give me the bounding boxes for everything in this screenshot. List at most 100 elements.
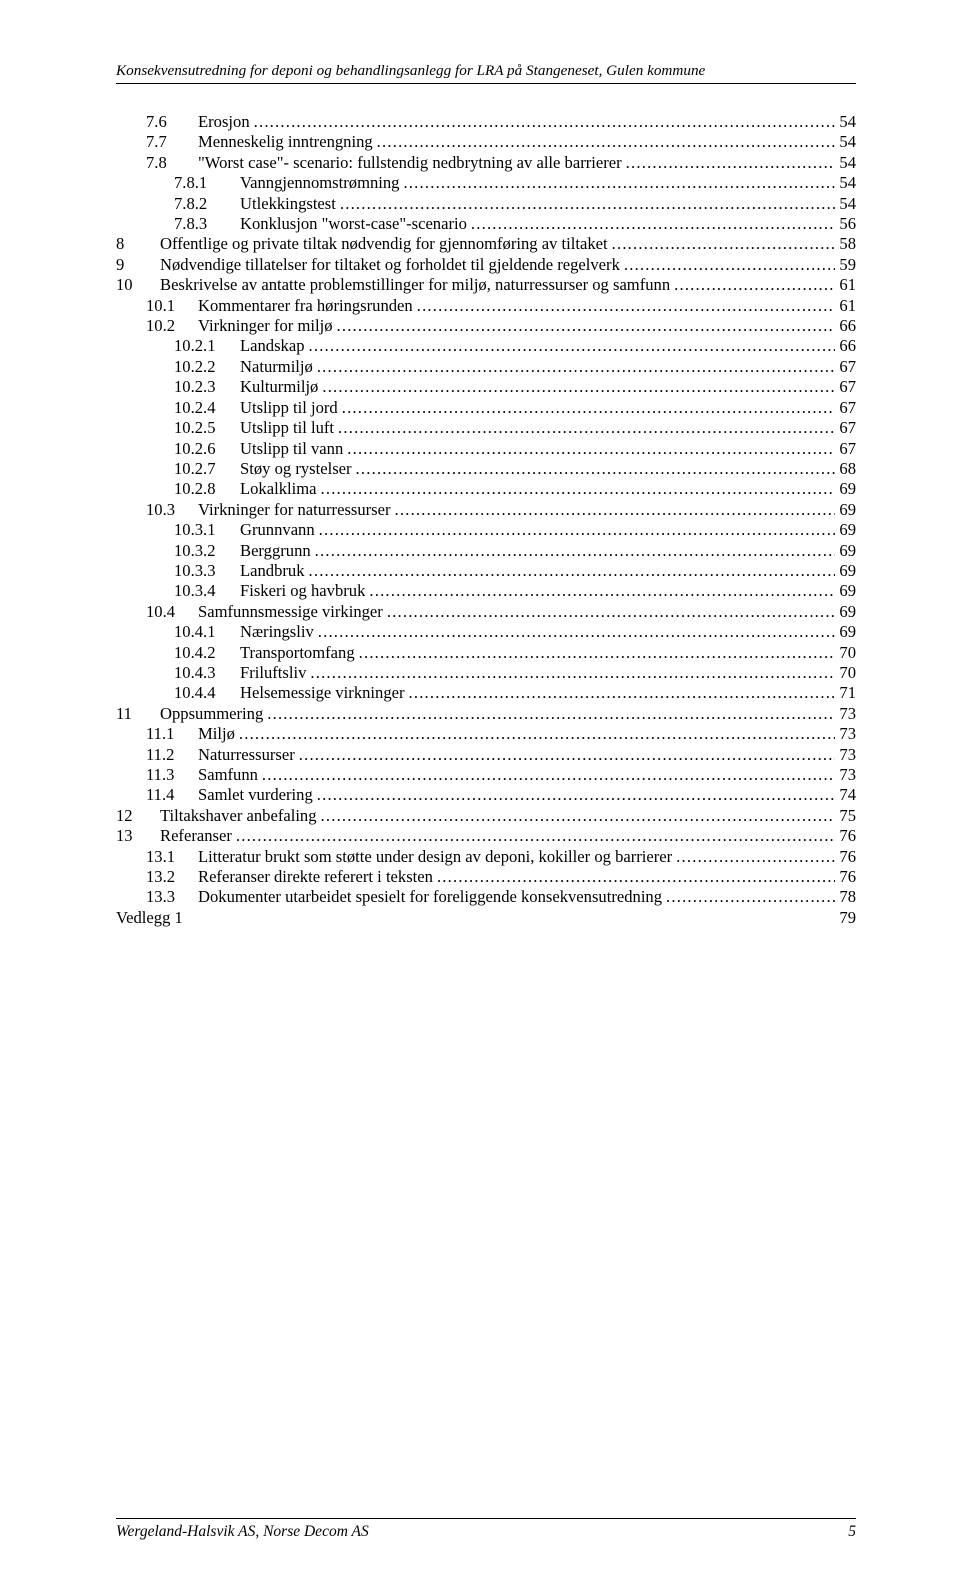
toc-number: 10.2.1 <box>174 336 236 356</box>
toc-page: 78 <box>839 887 856 907</box>
toc-number: 11.4 <box>146 785 194 805</box>
toc-row: 10.3Virkninger for naturressurser69 <box>116 500 856 520</box>
toc-row: 7.7Menneskelig inntrengning54 <box>116 132 856 152</box>
toc-row: 9Nødvendige tillatelser for tiltaket og … <box>116 255 856 275</box>
toc-leader <box>236 826 836 846</box>
toc-row: 7.6Erosjon54 <box>116 112 856 132</box>
toc-title: Landskap <box>240 336 305 356</box>
toc-title: Samlet vurdering <box>198 785 313 805</box>
toc-leader <box>262 765 835 785</box>
toc-number: 10.3.4 <box>174 581 236 601</box>
toc-number: 10.2.6 <box>174 439 236 459</box>
table-of-contents: 7.6Erosjon547.7Menneskelig inntrengning5… <box>116 112 856 928</box>
toc-page: 70 <box>839 663 856 683</box>
toc-row: 7.8.3Konklusjon "worst-case"-scenario56 <box>116 214 856 234</box>
toc-title: Utslipp til luft <box>240 418 334 438</box>
toc-page: 67 <box>839 357 856 377</box>
toc-page: 73 <box>839 724 856 744</box>
page-header: Konsekvensutredning for deponi og behand… <box>116 62 856 84</box>
toc-page: 69 <box>839 500 856 520</box>
toc-page: 69 <box>839 622 856 642</box>
toc-number: 7.6 <box>146 112 194 132</box>
toc-title: Helsemessige virkninger <box>240 683 405 703</box>
toc-row: 11Oppsummering73 <box>116 704 856 724</box>
toc-number: 10.4 <box>146 602 194 622</box>
toc-title: Naturmiljø <box>240 357 313 377</box>
toc-number: 10.3.2 <box>174 541 236 561</box>
toc-page: 67 <box>839 398 856 418</box>
toc-title: Miljø <box>198 724 235 744</box>
toc-row: 11.3Samfunn73 <box>116 765 856 785</box>
toc-number: 10.2.8 <box>174 479 236 499</box>
toc-leader <box>239 724 836 744</box>
toc-page: 58 <box>839 234 856 254</box>
toc-title: Naturressurser <box>198 745 295 765</box>
toc-page: 67 <box>839 418 856 438</box>
toc-leader <box>437 867 835 887</box>
toc-leader <box>267 704 835 724</box>
toc-row: 10.2.2Naturmiljø67 <box>116 357 856 377</box>
toc-title: Utslipp til jord <box>240 398 338 418</box>
toc-row: 13Referanser76 <box>116 826 856 846</box>
toc-leader <box>359 643 836 663</box>
toc-number: 9 <box>116 255 156 275</box>
toc-page: 66 <box>839 316 856 336</box>
toc-title: Grunnvann <box>240 520 315 540</box>
toc-leader <box>626 153 836 173</box>
toc-leader <box>254 112 836 132</box>
toc-page: 54 <box>839 153 856 173</box>
toc-row: 7.8.1Vanngjennomstrømning54 <box>116 173 856 193</box>
toc-title: "Worst case"- scenario: fullstendig nedb… <box>198 153 622 173</box>
toc-page: 61 <box>839 275 856 295</box>
toc-row: 11.1Miljø 73 <box>116 724 856 744</box>
toc-row: 13.3Dokumenter utarbeidet spesielt for f… <box>116 887 856 907</box>
toc-page: 73 <box>839 704 856 724</box>
toc-page: 67 <box>839 439 856 459</box>
toc-title: Transportomfang <box>240 643 355 663</box>
toc-leader <box>347 439 835 459</box>
toc-page: 54 <box>839 132 856 152</box>
footer-left: Wergeland-Halsvik AS, Norse Decom AS <box>116 1523 369 1541</box>
toc-page: 69 <box>839 581 856 601</box>
toc-leader <box>409 683 836 703</box>
toc-number: 10.2.3 <box>174 377 236 397</box>
toc-row: Vedlegg 179 <box>116 908 856 928</box>
toc-row: 11.4Samlet vurdering74 <box>116 785 856 805</box>
toc-row: 10.2.3Kulturmiljø67 <box>116 377 856 397</box>
toc-leader <box>319 520 836 540</box>
toc-number: 10.2.4 <box>174 398 236 418</box>
toc-title: Konklusjon "worst-case"-scenario <box>240 214 467 234</box>
toc-title: Fiskeri og havbruk <box>240 581 365 601</box>
toc-number: 10.4.2 <box>174 643 236 663</box>
toc-page: 66 <box>839 336 856 356</box>
toc-row: 7.8"Worst case"- scenario: fullstendig n… <box>116 153 856 173</box>
toc-page: 59 <box>839 255 856 275</box>
toc-number: 10.3.3 <box>174 561 236 581</box>
toc-row: 10.3.1Grunnvann69 <box>116 520 856 540</box>
toc-row: 10.2.1Landskap 66 <box>116 336 856 356</box>
toc-row: 10Beskrivelse av antatte problemstilling… <box>116 275 856 295</box>
toc-page: 69 <box>839 541 856 561</box>
toc-leader <box>309 561 836 581</box>
toc-number: 10.2.5 <box>174 418 236 438</box>
toc-title: Virkninger for miljø <box>198 316 333 336</box>
toc-row: 8Offentlige og private tiltak nødvendig … <box>116 234 856 254</box>
toc-page: 69 <box>839 520 856 540</box>
toc-leader <box>395 500 836 520</box>
toc-title: Støy og rystelser <box>240 459 352 479</box>
toc-row: 10.4.2Transportomfang70 <box>116 643 856 663</box>
toc-title: Utslipp til vann <box>240 439 343 459</box>
toc-row: 10.4.4Helsemessige virkninger71 <box>116 683 856 703</box>
toc-leader <box>676 847 835 867</box>
toc-title: Samfunn <box>198 765 258 785</box>
toc-title: Menneskelig inntrengning <box>198 132 373 152</box>
toc-leader <box>369 581 835 601</box>
toc-leader <box>417 296 836 316</box>
toc-page: 61 <box>839 296 856 316</box>
toc-row: 10.2.4Utslipp til jord 67 <box>116 398 856 418</box>
toc-row: 13.2Referanser direkte referert i tekste… <box>116 867 856 887</box>
toc-row: 10.2.6Utslipp til vann 67 <box>116 439 856 459</box>
toc-title: Litteratur brukt som støtte under design… <box>198 847 672 867</box>
toc-number: 13.3 <box>146 887 194 907</box>
toc-number: 11.1 <box>146 724 194 744</box>
